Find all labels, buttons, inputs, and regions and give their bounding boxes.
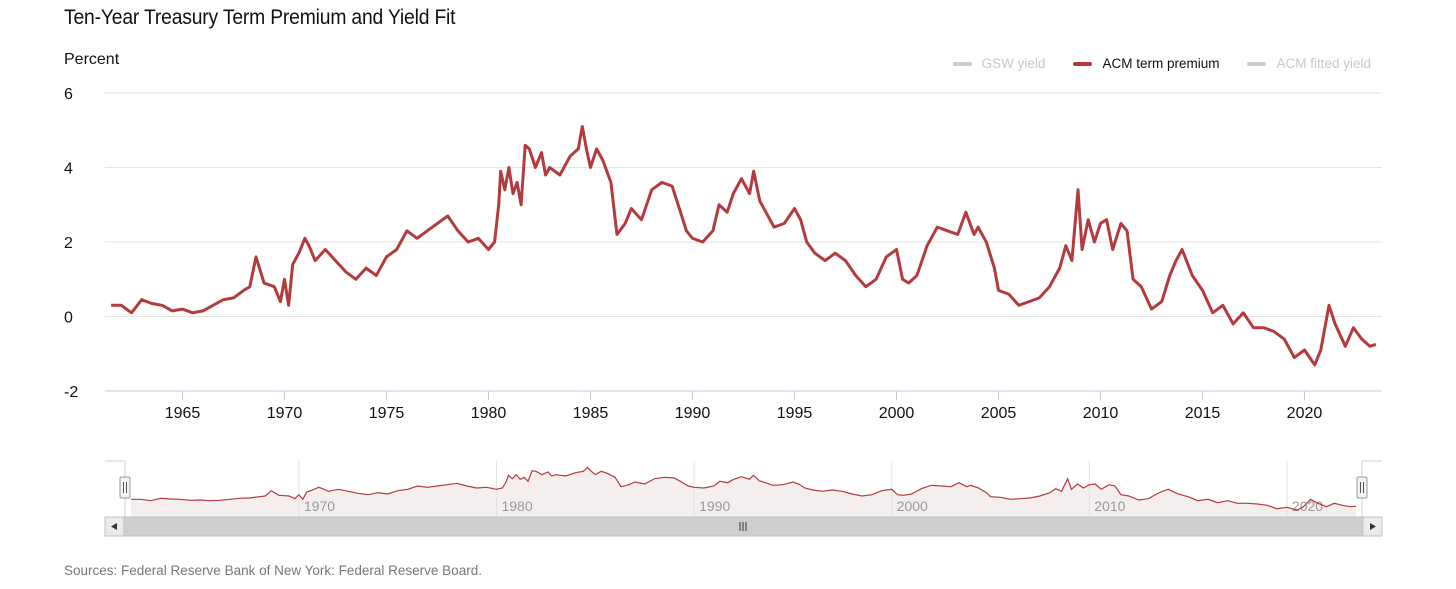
legend-item-gsw-yield[interactable]: GSW yield xyxy=(952,56,1046,71)
legend-swatch-acm-fitted-yield xyxy=(1247,61,1267,66)
scrollbar-grip-icon xyxy=(739,522,747,531)
chart-title: Ten-Year Treasury Term Premium and Yield… xyxy=(64,6,456,29)
navigator[interactable]: 1970 1980 1990 2000 2010 2020 xyxy=(105,460,1382,517)
x-tick-label: 2005 xyxy=(981,405,1017,422)
source-note: Sources: Federal Reserve Bank of New Yor… xyxy=(64,563,482,578)
y-axis-unit-label: Percent xyxy=(64,51,120,68)
gridlines xyxy=(105,92,1382,392)
navigator-series-area xyxy=(130,467,1357,517)
x-tick-label: 1975 xyxy=(369,405,405,422)
x-tick-label: 2000 xyxy=(879,405,915,422)
legend-label-gsw-yield: GSW yield xyxy=(981,56,1046,71)
x-tick-label: 1970 xyxy=(267,405,303,422)
x-tick-label: 2010 xyxy=(1083,405,1119,422)
navigator-tick-label: 2000 xyxy=(897,498,928,514)
y-tick-label: 0 xyxy=(64,310,73,327)
legend-swatch-acm-term-premium xyxy=(1073,61,1093,66)
legend-label-acm-fitted-yield: ACM fitted yield xyxy=(1276,56,1371,71)
scroll-left-button[interactable] xyxy=(104,516,125,537)
x-tick-label: 1965 xyxy=(165,405,201,422)
navigator-tick-label: 2020 xyxy=(1292,498,1323,514)
scrollbar-track[interactable] xyxy=(104,516,1383,537)
navigator-handle-grip[interactable] xyxy=(1356,476,1368,499)
scroll-right-arrow-icon xyxy=(1370,523,1376,530)
navigator-handle-grip[interactable] xyxy=(119,476,131,499)
navigator-gridlines: 1970 1980 1990 2000 2010 2020 xyxy=(298,461,1323,517)
y-tick-label: 2 xyxy=(64,235,73,252)
scrollbar[interactable] xyxy=(104,516,1383,537)
x-tick-label: 1980 xyxy=(471,405,507,422)
legend: GSW yield ACM term premium ACM fitted yi… xyxy=(952,56,1371,71)
navigator-tick-label: 1980 xyxy=(501,498,532,514)
legend-item-acm-fitted-yield[interactable]: ACM fitted yield xyxy=(1247,56,1371,71)
navigator-tick-label: 1990 xyxy=(699,498,730,514)
y-tick-label: -2 xyxy=(64,384,78,401)
x-tick-label: 2020 xyxy=(1287,405,1323,422)
legend-label-acm-term-premium: ACM term premium xyxy=(1102,56,1220,71)
x-tick-label: 1985 xyxy=(573,405,609,422)
x-axis-ticks: 1965 1970 1975 1980 1985 1990 1995 2000 2005 2010… xyxy=(165,391,1323,422)
y-tick-label: 6 xyxy=(64,86,73,103)
scroll-left-arrow-icon xyxy=(111,523,117,530)
navigator-series-line xyxy=(130,466,1357,511)
navigator-tick-label: 1970 xyxy=(304,498,335,514)
x-tick-label: 1995 xyxy=(777,405,813,422)
legend-swatch-gsw-yield xyxy=(952,61,972,66)
legend-item-acm-term-premium[interactable]: ACM term premium xyxy=(1073,56,1219,71)
x-tick-label: 1990 xyxy=(675,405,711,422)
navigator-handle-right[interactable] xyxy=(1356,461,1368,517)
series-line-acm-term-premium xyxy=(111,125,1377,367)
navigator-tick-label: 2010 xyxy=(1094,498,1125,514)
y-axis-ticks: -2 0 2 4 6 xyxy=(64,86,78,401)
x-tick-label: 2015 xyxy=(1185,405,1221,422)
y-tick-label: 4 xyxy=(64,161,73,178)
scroll-right-button[interactable] xyxy=(1362,516,1383,537)
navigator-handle-left[interactable] xyxy=(119,461,131,517)
